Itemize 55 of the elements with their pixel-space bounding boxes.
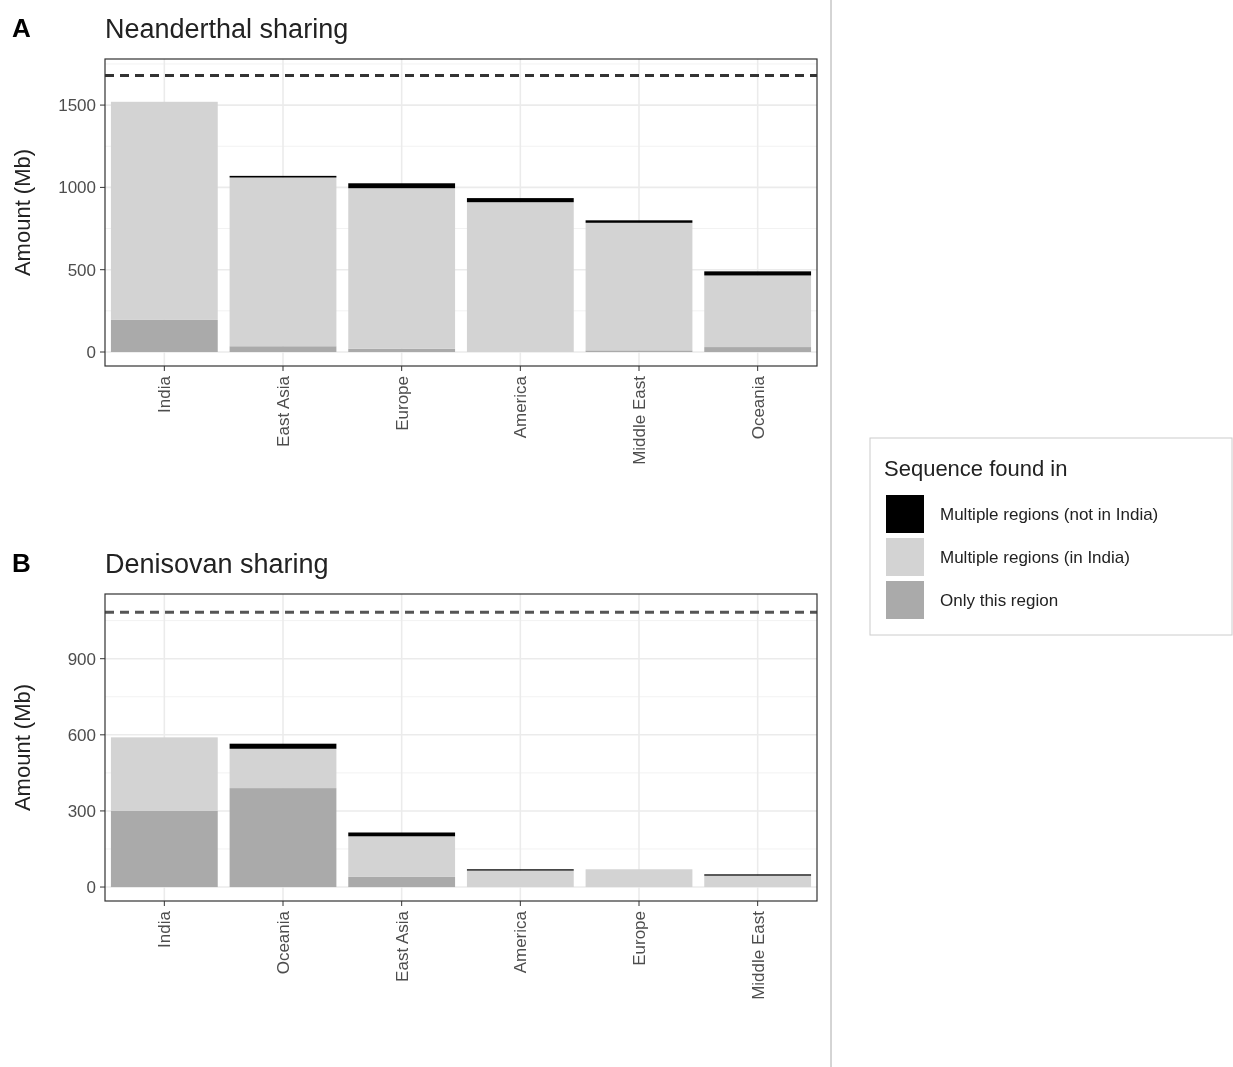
bar	[466, 198, 574, 203]
x-tick-label: Middle East	[629, 375, 649, 465]
bar	[704, 875, 812, 888]
x-tick-label: East Asia	[392, 910, 412, 982]
bar	[466, 202, 574, 353]
x-tick-label: Middle East	[748, 910, 768, 1000]
bar	[348, 183, 456, 189]
y-axis-title: Amount (Mb)	[10, 148, 35, 277]
bar	[348, 832, 456, 837]
y-tick-label: 0	[86, 878, 96, 897]
bar	[229, 743, 337, 749]
x-tick-label: America	[511, 375, 531, 439]
x-tick-label: India	[155, 375, 175, 413]
bar	[110, 810, 218, 888]
bar	[585, 222, 693, 351]
legend-title: Sequence found in	[884, 456, 1068, 481]
y-tick-label: 900	[67, 649, 96, 669]
y-tick-label: 300	[67, 801, 96, 821]
text: B	[12, 548, 31, 578]
bar	[110, 737, 218, 811]
bar	[229, 788, 337, 888]
y-tick-label: 1500	[58, 96, 96, 116]
x-tick-label: East Asia	[273, 375, 293, 447]
bar	[466, 870, 574, 888]
legend-label: Multiple regions (in India)	[940, 547, 1130, 567]
chart-title: Denisovan sharing	[105, 549, 329, 579]
x-tick-label: Europe	[392, 376, 412, 431]
bar	[585, 220, 693, 223]
bar	[348, 188, 456, 349]
bar	[348, 348, 456, 353]
legend-label: Only this region	[940, 590, 1059, 610]
bar	[229, 748, 337, 789]
bar	[110, 319, 218, 353]
bar	[704, 275, 812, 348]
x-tick-label: Oceania	[273, 910, 293, 975]
bar	[585, 869, 693, 888]
bar	[110, 101, 218, 320]
bar	[704, 271, 812, 276]
y-tick-label: 500	[67, 260, 96, 280]
x-tick-label: America	[511, 910, 531, 974]
y-tick-label: 600	[67, 725, 96, 745]
x-tick-label: India	[155, 910, 175, 948]
bar	[229, 177, 337, 347]
bar	[229, 346, 337, 353]
legend-label: Multiple regions (not in India)	[940, 504, 1159, 524]
y-tick-label: 0	[86, 342, 96, 362]
x-tick-label: Oceania	[748, 375, 768, 440]
y-axis-title: Amount (Mb)	[10, 683, 35, 812]
bar	[348, 876, 456, 888]
chart-title: Neanderthal sharing	[105, 14, 349, 44]
x-tick-label: Europe	[629, 911, 649, 966]
bar	[348, 836, 456, 877]
y-tick-label: 1000	[58, 178, 96, 198]
bar	[704, 347, 812, 353]
text: A	[12, 13, 31, 43]
